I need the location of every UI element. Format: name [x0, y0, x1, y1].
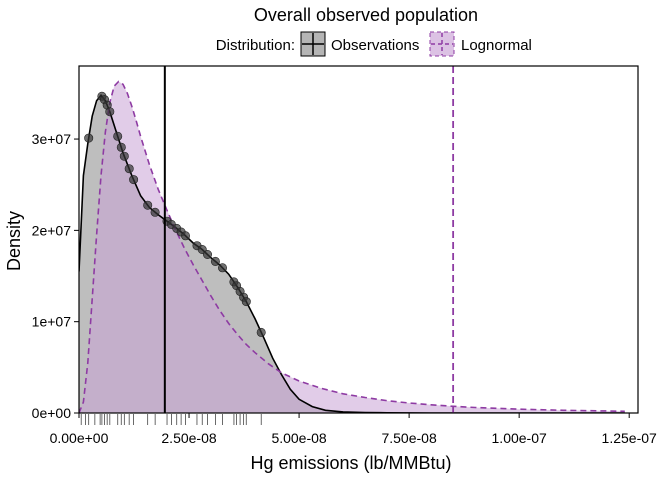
chart-title: Overall observed population — [254, 5, 478, 25]
legend-label-observations: Observations — [331, 37, 419, 54]
observation-point-5 — [113, 131, 123, 141]
observation-point-8 — [124, 164, 134, 174]
x-tick-label-1: 2.50e-08 — [161, 430, 216, 446]
legend-key-observations: Observations — [300, 31, 419, 57]
y-tick-label-0: 0e+00 — [32, 405, 72, 421]
observation-point-11 — [150, 207, 160, 217]
observation-point-19 — [203, 250, 213, 260]
observation-point-9 — [129, 175, 139, 185]
x-tick-label-3: 7.50e-08 — [381, 430, 436, 446]
observation-point-21 — [218, 263, 228, 273]
panel-border — [78, 65, 639, 414]
observation-point-16 — [181, 231, 191, 241]
y-tick-label-2: 2e+07 — [32, 222, 72, 238]
legend-title: Distribution: — [216, 37, 295, 54]
y-tick-label-3: 3e+07 — [32, 131, 72, 147]
observation-point-0 — [84, 133, 94, 143]
x-tick-label-5: 1.25e-07 — [602, 430, 657, 446]
observation-point-4 — [105, 107, 115, 117]
legend-key-lognormal: Lognormal — [429, 31, 532, 57]
observation-point-27 — [256, 327, 266, 337]
legend: Distribution: Observations Lognormal — [216, 31, 532, 57]
legend-label-lognormal: Lognormal — [461, 37, 532, 54]
y-tick-label-1: 1e+07 — [32, 314, 72, 330]
y-axis-label: Density — [4, 211, 24, 271]
observation-point-7 — [119, 151, 129, 161]
observation-point-6 — [116, 142, 126, 152]
x-tick-label-0: 0.00e+00 — [50, 430, 109, 446]
observation-point-10 — [143, 200, 153, 210]
x-tick-label-4: 1.00e-07 — [492, 430, 547, 446]
observation-point-26 — [241, 297, 251, 307]
lognormal-area — [79, 81, 625, 413]
x-axis-label: Hg emissions (lb/MMBtu) — [250, 453, 451, 473]
plot-content — [79, 66, 625, 413]
x-tick-label-2: 5.00e-08 — [271, 430, 326, 446]
plot-area: 0.00e+00 2.50e-08 5.00e-08 7.50e-08 1.00e-07… — [32, 65, 657, 446]
observation-point-20 — [210, 256, 220, 266]
